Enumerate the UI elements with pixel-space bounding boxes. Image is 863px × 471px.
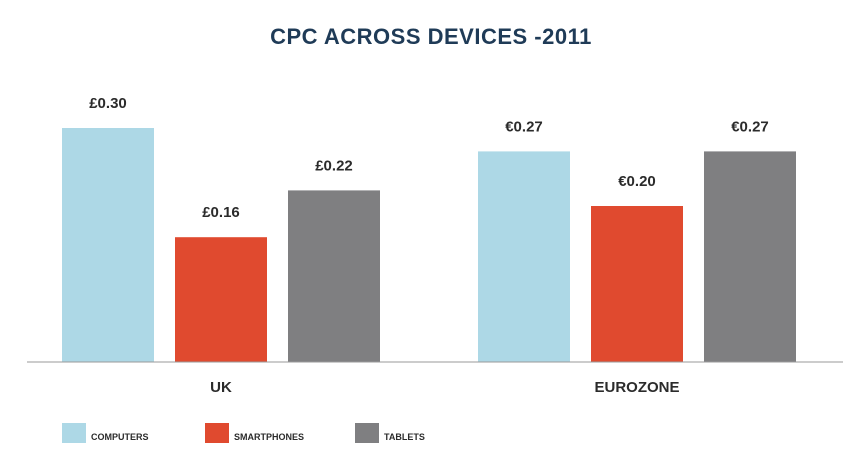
bar-uk-smartphones — [175, 237, 267, 362]
data-label-uk-tablets: £0.22 — [315, 157, 353, 174]
chart-title: CPC ACROSS DEVICES -2011 — [270, 24, 592, 49]
bar-uk-tablets — [288, 190, 380, 362]
legend-item-tablets: TABLETS — [355, 423, 425, 443]
bar-eurozone-tablets — [704, 151, 796, 362]
legend-label-smartphones: SMARTPHONES — [234, 432, 304, 442]
data-label-uk-smartphones: £0.16 — [202, 204, 240, 221]
legend-label-computers: COMPUTERS — [91, 432, 149, 442]
data-label-eurozone-smartphones: €0.20 — [618, 173, 656, 190]
legend-swatch-computers — [62, 423, 86, 443]
data-label-uk-computers: £0.30 — [89, 95, 127, 112]
legend: COMPUTERS SMARTPHONES TABLETS — [62, 423, 425, 443]
bar-uk-computers — [62, 128, 154, 362]
data-label-eurozone-computers: €0.27 — [505, 118, 543, 135]
legend-item-computers: COMPUTERS — [62, 423, 149, 443]
bars-layer: £0.30 £0.16 £0.22 €0.27 €0.20 €0.27 — [62, 95, 796, 362]
legend-item-smartphones: SMARTPHONES — [205, 423, 304, 443]
data-label-eurozone-tablets: €0.27 — [731, 118, 769, 135]
bar-eurozone-computers — [478, 151, 570, 362]
category-labels: UK EUROZONE — [210, 379, 679, 396]
legend-swatch-tablets — [355, 423, 379, 443]
category-label-uk: UK — [210, 379, 232, 396]
legend-swatch-smartphones — [205, 423, 229, 443]
legend-label-tablets: TABLETS — [384, 432, 425, 442]
category-label-eurozone: EUROZONE — [594, 379, 679, 396]
bar-eurozone-smartphones — [591, 206, 683, 362]
